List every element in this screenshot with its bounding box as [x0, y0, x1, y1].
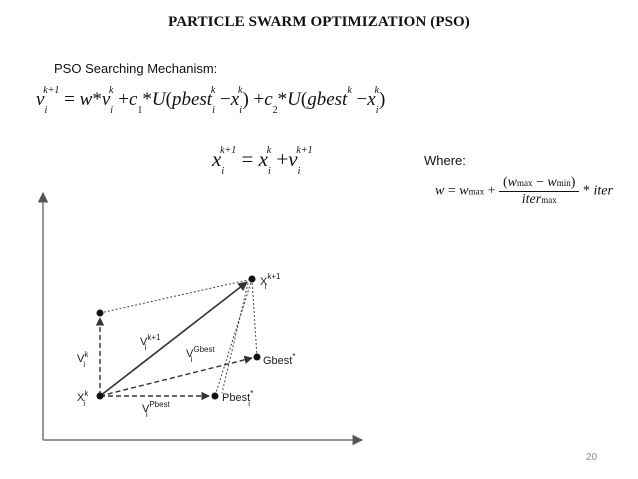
label-pbest: Pbest* i — [222, 389, 253, 408]
point-top — [96, 309, 104, 317]
dotted-line-pbest-to-xk1 — [214, 278, 253, 397]
dotted-line-gbest-to-xk1 — [251, 278, 258, 358]
point-xk — [96, 392, 104, 400]
inertia-fraction: (wmax − wmin) itermax — [499, 175, 580, 208]
label-gbest: Gbest* — [263, 352, 295, 367]
position-update-equation: xik+1 = xik +vik+1 — [212, 145, 313, 178]
vector-vgbest — [99, 355, 253, 397]
velocity-update-equation: vik+1 = w*vik +c1*U(pbestik −xik) +c2*U(… — [36, 84, 386, 116]
dotted-line-top-to-xk1 — [99, 278, 253, 314]
label-vk1: Vk+1 i — [140, 333, 161, 352]
point-xk1 — [248, 275, 256, 283]
inertia-weight-equation: w = wmax + (wmax − wmin) itermax * iter — [435, 175, 613, 208]
label-vpbest: VPbest i — [142, 400, 171, 419]
where-label: Where: — [424, 153, 466, 168]
label-xk: Xk i — [77, 389, 89, 408]
vector-vk1 — [99, 281, 248, 397]
point-gbest — [253, 353, 261, 361]
dotted-line-pbest-to-xk1-b — [221, 282, 249, 394]
page-number: 20 — [586, 452, 598, 463]
label-vgbest: VGbest i — [186, 345, 215, 364]
label-vk: Vk i — [77, 350, 89, 369]
slide-subtitle: PSO Searching Mechanism: — [54, 61, 218, 76]
point-pbest — [211, 392, 219, 400]
slide-title: PARTICLE SWARM OPTIMIZATION (PSO) — [168, 14, 470, 30]
label-xk1: Xk+1 i — [260, 272, 281, 291]
